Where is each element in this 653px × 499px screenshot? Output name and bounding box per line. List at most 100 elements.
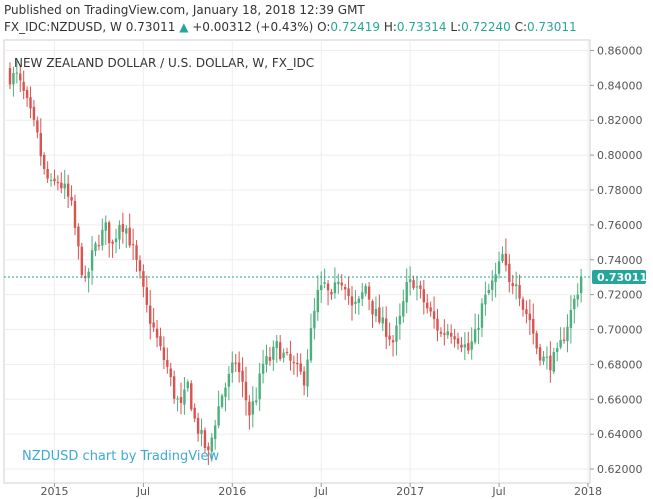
candle-body (77, 226, 80, 247)
candle-body (313, 310, 316, 329)
candle-body (566, 326, 569, 342)
candle-body (241, 370, 244, 382)
candle-body (217, 406, 220, 426)
x-tick-label: Jul (491, 485, 505, 498)
candle-body (22, 81, 25, 91)
candle-body (497, 261, 501, 274)
high-label: H: (383, 20, 397, 34)
ohlc-header: FX_IDC:NZDUSD, W 0.73011 ▲ +0.00312 (+0.… (4, 20, 577, 34)
candle-body (511, 282, 514, 287)
candle-body (285, 351, 289, 353)
candle-body (193, 407, 196, 419)
candle-body (354, 301, 357, 304)
candle-body (487, 289, 490, 294)
candle-body (443, 333, 446, 335)
candle-body (378, 307, 381, 323)
candle-body (176, 398, 179, 400)
candle-body (545, 356, 549, 358)
candle-body (449, 332, 453, 337)
candle-body (320, 285, 323, 291)
candle-body (278, 342, 282, 360)
last-price-tag-label: 0.73011 (597, 271, 647, 284)
candle-body (518, 284, 521, 299)
x-axis: 2015 Jul 2016 Jul 2017 Jul 2018 (40, 483, 602, 498)
candle-body (576, 294, 579, 300)
candle-body (220, 395, 224, 407)
candle-body (446, 331, 449, 336)
candle-body (107, 222, 111, 244)
candle-body (463, 344, 467, 348)
candle-body (149, 305, 152, 324)
candle-body (494, 274, 497, 283)
candle-body (361, 292, 364, 299)
candle-body (265, 355, 268, 365)
plot-frame (3, 39, 591, 484)
candle-body (419, 285, 422, 289)
candle-body (398, 315, 402, 325)
y-tick-label: 0.62000 (597, 463, 643, 476)
candle-body (302, 371, 306, 386)
candle-body (121, 224, 125, 232)
candle-body (296, 362, 299, 365)
candle-body (200, 429, 203, 434)
candle-body (364, 286, 367, 294)
candle-body (309, 328, 313, 361)
candle-body (159, 336, 162, 347)
candle-body (142, 270, 145, 287)
y-tick-label: 0.70000 (597, 324, 643, 337)
x-tick-label: 2015 (40, 485, 68, 498)
candle-body (80, 246, 84, 276)
candle-body (162, 347, 166, 361)
candle-body (128, 227, 131, 246)
candle-body (90, 250, 94, 271)
candle-body (480, 303, 484, 328)
candle-body (94, 243, 97, 252)
y-tick-label: 0.64000 (597, 428, 643, 441)
candle-body (562, 339, 566, 341)
candle-body (190, 383, 193, 410)
candle-body (248, 401, 251, 416)
candle-body (272, 346, 275, 360)
candle-body (538, 347, 542, 361)
close-value: 0.73011 (526, 20, 577, 34)
candle-body (532, 318, 535, 334)
candle-body (210, 437, 213, 452)
candle-body (207, 446, 210, 451)
candle-body (514, 284, 518, 287)
candle-body (66, 183, 70, 197)
candle-body (579, 277, 583, 294)
x-tick-label: Jul (314, 485, 328, 498)
candle-body (299, 363, 302, 372)
y-tick-label: 0.68000 (597, 358, 643, 371)
symbol-label: FX_IDC:NZDUSD, W (4, 20, 122, 34)
candle-body (467, 343, 470, 351)
watermark: NZDUSD chart by TradingView (22, 449, 219, 464)
candle-body (412, 280, 415, 288)
candle-body (258, 373, 261, 400)
candle-body (231, 362, 234, 373)
candle-body (289, 353, 292, 361)
candle-body (104, 222, 107, 231)
candle-body (203, 430, 207, 448)
candle-body (422, 289, 426, 303)
y-tick-label: 0.82000 (597, 114, 643, 127)
candle-body (323, 282, 326, 284)
candle-body (97, 245, 101, 247)
y-tick-label: 0.66000 (597, 393, 643, 406)
candle-body (145, 287, 148, 305)
candle-body (456, 338, 460, 344)
candle-body (255, 400, 258, 403)
candle-body (391, 340, 395, 343)
candle-body (357, 298, 361, 303)
candle-body (101, 229, 104, 246)
candle-body (453, 336, 456, 340)
candle-body (25, 89, 29, 98)
candle-body (32, 106, 36, 120)
candle-body (19, 73, 22, 81)
low-label: L: (450, 20, 462, 34)
candle-body (152, 322, 155, 328)
candle-body (426, 302, 429, 309)
candle-body (166, 359, 169, 367)
candle-body (172, 376, 176, 399)
candle-body (521, 299, 525, 310)
